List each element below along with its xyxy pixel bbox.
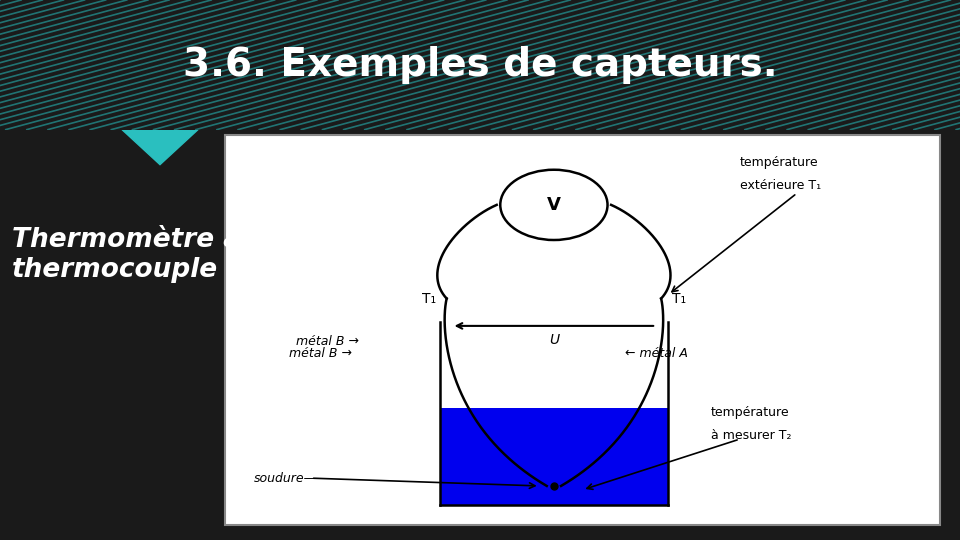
Text: température: température <box>740 156 819 169</box>
Text: thermocouple: thermocouple <box>12 256 218 283</box>
Text: 3.6. Exemples de capteurs.: 3.6. Exemples de capteurs. <box>182 46 778 84</box>
FancyBboxPatch shape <box>225 134 940 525</box>
Text: température: température <box>711 406 790 419</box>
Text: U: U <box>549 333 559 347</box>
Text: à mesurer T₂: à mesurer T₂ <box>711 429 792 442</box>
Text: soudure—: soudure— <box>253 471 317 484</box>
Text: ← métal A: ← métal A <box>625 347 688 360</box>
Polygon shape <box>122 130 198 165</box>
Text: T₁: T₁ <box>421 292 436 306</box>
Text: extérieure T₁: extérieure T₁ <box>740 179 821 192</box>
Text: Thermomètre à: Thermomètre à <box>12 227 241 253</box>
Text: métal B →: métal B → <box>297 335 359 348</box>
Bar <box>440 408 668 505</box>
Text: métal B →: métal B → <box>289 347 352 360</box>
Ellipse shape <box>500 170 608 240</box>
Text: V: V <box>547 196 561 214</box>
Text: T₁: T₁ <box>672 292 686 306</box>
